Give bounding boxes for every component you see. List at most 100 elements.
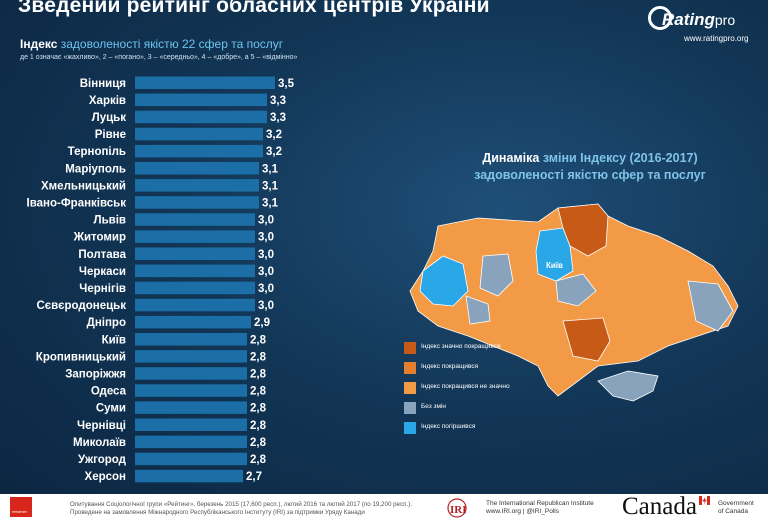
bar	[135, 93, 267, 107]
government-of-canada: Government of Canada	[718, 500, 754, 516]
bar	[135, 144, 263, 158]
region-zaporizhzhia	[562, 317, 611, 362]
logo-suffix: pro	[714, 12, 736, 28]
value-label: 3,0	[258, 266, 274, 278]
bar	[135, 435, 247, 449]
bar	[135, 333, 247, 346]
bar	[135, 127, 263, 141]
category-label: Полтава	[78, 249, 126, 261]
gov-line1: Government	[718, 500, 754, 507]
value-label: 2,9	[254, 317, 270, 329]
reformer-logo: reformer	[10, 497, 32, 517]
logo-text: Ratingpro	[662, 10, 735, 30]
value-label: 3,3	[270, 95, 286, 107]
region-cherkasy	[555, 273, 597, 307]
value-label: 2,8	[250, 437, 267, 449]
scale-note: де 1 означає «жахливо», 2 – «погано», 3 …	[20, 54, 298, 61]
logo-url[interactable]: www.ratingpro.org	[684, 34, 749, 43]
iri-line2[interactable]: www.IRI.org | @IRI_Polls	[486, 508, 559, 515]
category-label: Харків	[89, 95, 126, 107]
category-label: Київ	[102, 334, 126, 346]
value-label: 3,1	[262, 163, 279, 175]
legend-label: Індекс значно покращився	[421, 343, 501, 350]
bar	[135, 179, 259, 192]
bar	[135, 281, 255, 295]
category-label: Ужгород	[78, 454, 127, 466]
category-label: Чернігів	[79, 283, 126, 295]
legend-label: Індекс покращився	[421, 363, 479, 370]
canada-wordmark: Canada	[622, 493, 697, 520]
gov-line2: of Canada	[718, 508, 748, 515]
bar	[135, 418, 247, 431]
category-label: Дніпро	[87, 317, 126, 329]
bar	[135, 76, 275, 89]
region-crimea	[597, 370, 659, 402]
category-label: Сєвєродонецьк	[36, 300, 126, 312]
page-title: Зведений рейтинг обласних центрів Україн…	[18, 0, 490, 17]
bar	[135, 196, 259, 209]
iri-line1: The International Republican Institute	[486, 500, 594, 507]
value-label: 2,8	[250, 351, 267, 363]
region-lviv	[419, 255, 469, 307]
dynamics-title: Динаміка зміни Індексу (2016-2017) задов…	[440, 150, 740, 184]
legend-swatch	[404, 382, 416, 394]
kyiv-map-label: Київ	[546, 261, 563, 270]
value-label: 3,0	[258, 215, 274, 227]
value-label: 3,2	[266, 129, 282, 141]
region-donbas	[687, 280, 734, 332]
ratingpro-logo[interactable]: Ratingpro www.ratingpro.org	[648, 4, 760, 48]
region-khmelnytskyi	[479, 253, 514, 297]
category-label: Маріуполь	[65, 163, 126, 175]
chart-title-bold: Індекс	[20, 37, 58, 51]
category-label: Івано-Франківськ	[27, 197, 127, 209]
value-label: 2,8	[250, 368, 267, 380]
chart-title: Індекс задоволеності якістю 22 сфер та п…	[20, 37, 283, 51]
bar	[135, 315, 251, 329]
category-label: Одеса	[91, 386, 127, 398]
bar	[135, 384, 247, 397]
footer-note: Опитування Соціологічної групи «Рейтинг»…	[70, 501, 412, 517]
category-label: Львів	[94, 215, 126, 227]
logo-ring-icon	[648, 6, 672, 30]
dynamics-title-rest: зміни Індексу (2016-2017)	[542, 151, 698, 165]
category-label: Миколаїв	[73, 437, 126, 449]
value-label: 3,3	[270, 112, 286, 124]
bar	[135, 367, 247, 380]
reformer-logo-text: reformer	[12, 509, 28, 514]
bar	[135, 264, 255, 278]
chart-title-rest: задоволеності якістю 22 сфер та послуг	[60, 37, 284, 51]
value-label: 3,0	[258, 300, 274, 312]
category-label: Житомир	[73, 232, 126, 244]
value-label: 3,0	[258, 232, 274, 244]
legend-swatch	[404, 362, 416, 374]
value-label: 3,1	[262, 197, 279, 209]
value-label: 3,1	[262, 180, 279, 192]
region-chernihiv	[557, 203, 609, 257]
region-vinnytsia	[465, 295, 491, 325]
category-label: Черкаси	[79, 266, 126, 278]
bar	[135, 452, 247, 466]
bar	[135, 230, 255, 243]
bar	[135, 298, 255, 312]
category-label: Кропивницький	[36, 351, 126, 363]
legend-label: Без змін	[421, 403, 447, 410]
value-label: 2,7	[246, 471, 262, 483]
value-label: 3,0	[258, 249, 274, 261]
value-label: 2,8	[250, 454, 267, 466]
ukraine-map: Київ	[409, 203, 739, 402]
category-label: Рівне	[95, 129, 126, 141]
bar	[135, 401, 247, 414]
iri-globe-icon	[447, 498, 467, 518]
legend-swatch	[404, 402, 416, 414]
bar	[135, 213, 255, 226]
category-label: Вінниця	[80, 78, 126, 90]
category-label: Суми	[96, 403, 126, 415]
category-label: Чернівці	[77, 420, 126, 432]
bar	[135, 110, 267, 124]
value-label: 2,8	[250, 334, 267, 346]
value-label: 2,8	[250, 403, 267, 415]
category-label: Тернопіль	[68, 146, 126, 158]
category-label: Херсон	[85, 471, 127, 483]
dynamics-title-line2: задоволеності якістю сфер та послуг	[474, 168, 706, 182]
category-label: Хмельницький	[41, 180, 126, 192]
